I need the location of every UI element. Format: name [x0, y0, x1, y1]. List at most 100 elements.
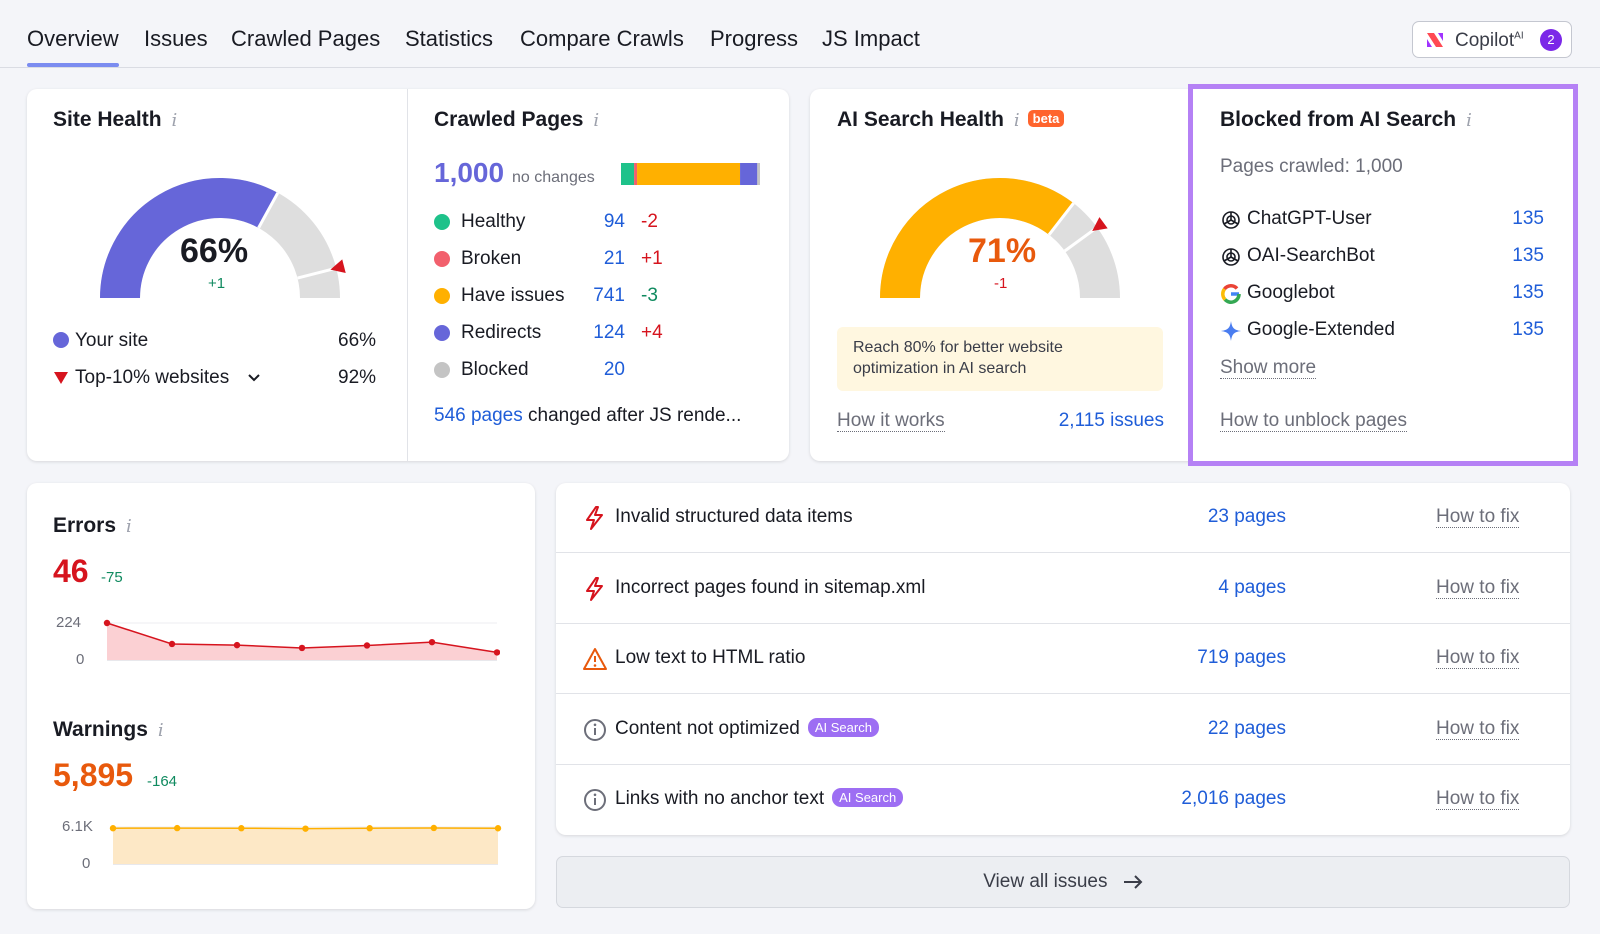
- ai-search-health-percent: 71%: [968, 232, 1037, 270]
- ai-search-tag: AI Search: [832, 788, 904, 807]
- crawled-row-value[interactable]: 94: [603, 211, 625, 232]
- top10-selector[interactable]: Top-10% websites: [75, 367, 230, 388]
- issue-count-link[interactable]: 2,016 pages: [1181, 788, 1286, 809]
- chart-point[interactable]: [103, 619, 111, 627]
- tab-statistics[interactable]: Statistics: [405, 26, 494, 51]
- issue-count-link[interactable]: 4 pages: [1218, 576, 1286, 598]
- bot-count-googlebot[interactable]: 135: [1512, 282, 1544, 303]
- top-navigation: Overview Issues Crawled Pages Statistics…: [0, 0, 1600, 68]
- chart-point[interactable]: [173, 824, 181, 832]
- warnings-y-max: 6.1K: [62, 818, 93, 835]
- tab-compare-crawls[interactable]: Compare Crawls: [520, 26, 684, 51]
- ai-gauge-fill: [880, 178, 1074, 298]
- js-changed-pages-link[interactable]: 546 pages: [434, 405, 523, 426]
- errors-delta: -75: [101, 569, 123, 586]
- issue-count-link[interactable]: 719 pages: [1197, 647, 1286, 668]
- issue-count-link[interactable]: 22 pages: [1207, 717, 1286, 739]
- warnings-chart: [109, 824, 502, 865]
- crawled-legend-dot: [434, 325, 450, 341]
- crawled-pages-stacked-bar: [621, 163, 760, 185]
- info-icon[interactable]: i: [1013, 110, 1020, 131]
- your-site-value: 66%: [338, 330, 377, 351]
- copilot-logo-icon: [1427, 33, 1443, 47]
- chart-point[interactable]: [494, 825, 502, 832]
- issue-row: Content not optimized AI Search 22 pages …: [556, 695, 1570, 765]
- issue-label[interactable]: Low text to HTML ratio: [615, 647, 806, 668]
- crawled-pages-title: Crawled Pages i: [434, 108, 600, 131]
- site-health-percent: 66%: [180, 232, 249, 270]
- top10-value: 92%: [338, 367, 377, 388]
- crawled-pages-total[interactable]: 1,000: [434, 157, 505, 188]
- how-to-fix-link[interactable]: How to fix: [1436, 576, 1520, 599]
- crawled-row-label: Broken: [461, 248, 522, 269]
- site-health-gauge-fill: [100, 178, 278, 298]
- beta-badge: beta: [1027, 110, 1065, 127]
- crawled-row-delta: -2: [641, 211, 658, 232]
- crawled-row-value[interactable]: 21: [603, 248, 625, 269]
- crawled-row-delta: +1: [641, 248, 663, 269]
- info-icon[interactable]: i: [126, 516, 132, 537]
- chart-point[interactable]: [168, 640, 176, 648]
- copilot-button[interactable]: CopilotAI 2: [1412, 21, 1572, 58]
- errors-value[interactable]: 46: [53, 553, 89, 589]
- info-icon[interactable]: i: [171, 110, 178, 131]
- tab-js-impact[interactable]: JS Impact: [822, 26, 920, 51]
- issue-label[interactable]: Invalid structured data items: [615, 506, 853, 527]
- info-icon[interactable]: i: [593, 110, 600, 131]
- crawled-legend-dot: [434, 214, 450, 230]
- crawled-row-value[interactable]: 20: [603, 359, 625, 380]
- errors-y-max: 224: [56, 614, 82, 631]
- errors-title: Errors i: [53, 514, 132, 537]
- issue-label[interactable]: Incorrect pages found in sitemap.xml: [615, 576, 926, 598]
- site-health-gauge: [100, 178, 346, 298]
- site-health-title: Site Health i: [53, 108, 178, 131]
- how-it-works-link[interactable]: How it works: [837, 410, 945, 432]
- how-to-fix-link[interactable]: How to fix: [1436, 788, 1520, 810]
- bot-count-chatgpt-user[interactable]: 135: [1512, 208, 1544, 229]
- chart-point[interactable]: [363, 642, 371, 649]
- arrow-right-icon: [1123, 875, 1143, 889]
- tab-overview[interactable]: Overview: [27, 26, 119, 67]
- warnings-value[interactable]: 5,895: [53, 757, 134, 793]
- unblock-pages-link[interactable]: How to unblock pages: [1220, 410, 1407, 432]
- issue-label[interactable]: Links with no anchor text AI Search: [615, 788, 904, 810]
- chart-point[interactable]: [428, 638, 436, 646]
- chart-point[interactable]: [430, 824, 438, 832]
- chart-point[interactable]: [493, 649, 500, 656]
- how-to-fix-link[interactable]: How to fix: [1436, 717, 1520, 740]
- info-icon[interactable]: i: [1466, 110, 1472, 131]
- chart-point[interactable]: [233, 641, 241, 649]
- chart-point[interactable]: [302, 825, 309, 832]
- crawled-row-delta: -3: [641, 285, 658, 306]
- target-marker-icon: [1092, 217, 1108, 231]
- how-to-fix-link[interactable]: How to fix: [1436, 506, 1520, 528]
- warnings-delta: -164: [147, 773, 178, 790]
- issue-count-link[interactable]: 23 pages: [1207, 506, 1286, 527]
- ai-issues-link[interactable]: 2,115 issues: [1058, 410, 1164, 431]
- info-icon[interactable]: i: [157, 720, 164, 741]
- your-site-legend-dot: [53, 332, 69, 348]
- openai-icon: [1222, 248, 1240, 266]
- bot-count-google-extended[interactable]: 135: [1512, 319, 1544, 340]
- stacked-bar-segment: [621, 163, 635, 185]
- crawled-row-value[interactable]: 124: [593, 322, 625, 343]
- how-to-fix-link[interactable]: How to fix: [1436, 647, 1520, 669]
- view-all-issues-button[interactable]: View all issues: [556, 856, 1570, 908]
- issue-label[interactable]: Content not optimized AI Search: [615, 717, 879, 740]
- errors-chart: [103, 619, 500, 661]
- tab-progress[interactable]: Progress: [710, 26, 799, 51]
- chevron-down-icon[interactable]: [247, 373, 261, 383]
- chart-point[interactable]: [366, 825, 373, 832]
- tab-crawled-pages[interactable]: Crawled Pages: [231, 26, 381, 51]
- bot-count-oai-searchbot[interactable]: 135: [1512, 245, 1544, 266]
- crawled-legend-dot: [434, 362, 450, 378]
- chart-point[interactable]: [238, 825, 245, 832]
- crawled-row-value[interactable]: 741: [593, 285, 625, 306]
- issue-row: Low text to HTML ratio 719 pages How to …: [556, 624, 1570, 694]
- chart-point[interactable]: [109, 825, 117, 832]
- bot-name-oai-searchbot: OAI-SearchBot: [1247, 245, 1375, 266]
- tab-issues[interactable]: Issues: [144, 26, 208, 51]
- show-more-link[interactable]: Show more: [1220, 357, 1317, 379]
- blocked-ai-title: Blocked from AI Search i: [1220, 108, 1472, 131]
- chart-point[interactable]: [298, 644, 306, 652]
